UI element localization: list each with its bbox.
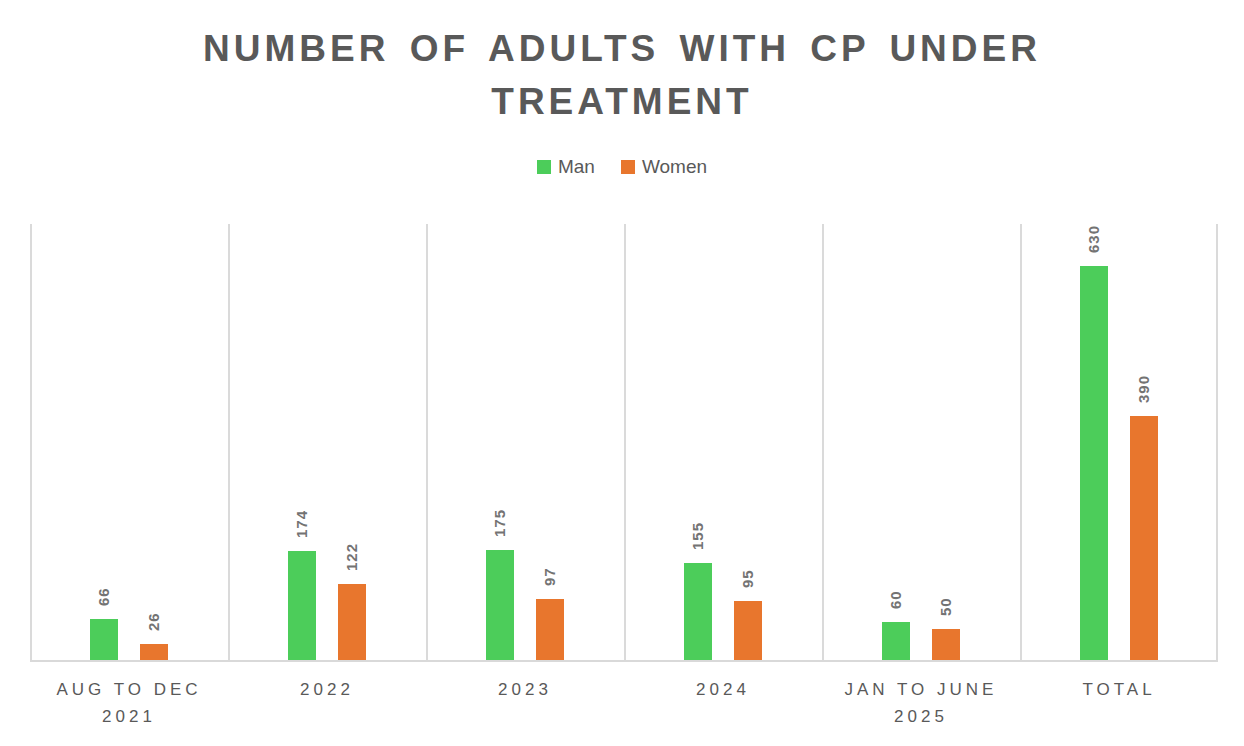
category-separator-gridline [822, 224, 824, 660]
legend-label-women: Women [642, 156, 707, 178]
bar-man-2 [288, 551, 316, 660]
legend-swatch-man [537, 160, 551, 174]
chart-title-text: NUMBER OF ADULTS WITH CP UNDER TREATMENT [172, 22, 1072, 128]
data-label-man-2: 174 [294, 510, 310, 538]
bar-women-6 [1130, 416, 1158, 660]
bar-women-3 [536, 599, 564, 660]
legend-label-man: Man [558, 156, 595, 178]
x-axis-label-4: 2024 [624, 676, 822, 730]
data-label-man-1: 66 [96, 587, 112, 606]
x-axis-label-3: 2023 [426, 676, 624, 730]
x-axis-labels: AUG TO DEC 2021202220232024JAN TO JUNE 2… [30, 676, 1218, 730]
data-label-man-6: 630 [1086, 225, 1102, 253]
bar-man-6 [1080, 266, 1108, 660]
bar-women-5 [932, 629, 960, 660]
data-label-man-5: 60 [888, 590, 904, 609]
data-label-women-3: 97 [542, 567, 558, 586]
category-separator-gridline [228, 224, 230, 660]
x-axis-label-2: 2022 [228, 676, 426, 730]
bar-man-1 [90, 619, 118, 660]
bar-women-1 [140, 644, 168, 660]
category-separator-gridline [426, 224, 428, 660]
x-axis-label-6: TOTAL [1020, 676, 1218, 730]
chart-legend: Man Women [0, 156, 1244, 178]
data-label-women-5: 50 [938, 597, 954, 616]
bar-man-4 [684, 563, 712, 660]
data-label-women-2: 122 [344, 543, 360, 571]
category-separator-gridline [1020, 224, 1022, 660]
data-label-women-1: 26 [146, 612, 162, 631]
category-separator-gridline [1216, 224, 1218, 660]
plot-area: 66 174 175 155 60 630 26 122 97 95 50 390 [30, 224, 1218, 662]
bar-man-3 [486, 550, 514, 660]
category-separator-gridline [624, 224, 626, 660]
legend-swatch-women [621, 160, 635, 174]
data-label-women-4: 95 [740, 569, 756, 588]
data-label-women-6: 390 [1136, 375, 1152, 403]
bar-women-4 [734, 601, 762, 660]
x-axis-label-1: AUG TO DEC 2021 [30, 676, 228, 730]
data-label-man-3: 175 [492, 509, 508, 537]
x-axis-label-5: JAN TO JUNE 2025 [822, 676, 1020, 730]
legend-item-women: Women [621, 156, 707, 178]
legend-item-man: Man [537, 156, 595, 178]
chart-title: NUMBER OF ADULTS WITH CP UNDER TREATMENT [0, 22, 1244, 128]
category-separator-gridline [30, 224, 32, 660]
bar-man-5 [882, 622, 910, 660]
bar-women-2 [338, 584, 366, 660]
data-label-man-4: 155 [690, 522, 706, 550]
